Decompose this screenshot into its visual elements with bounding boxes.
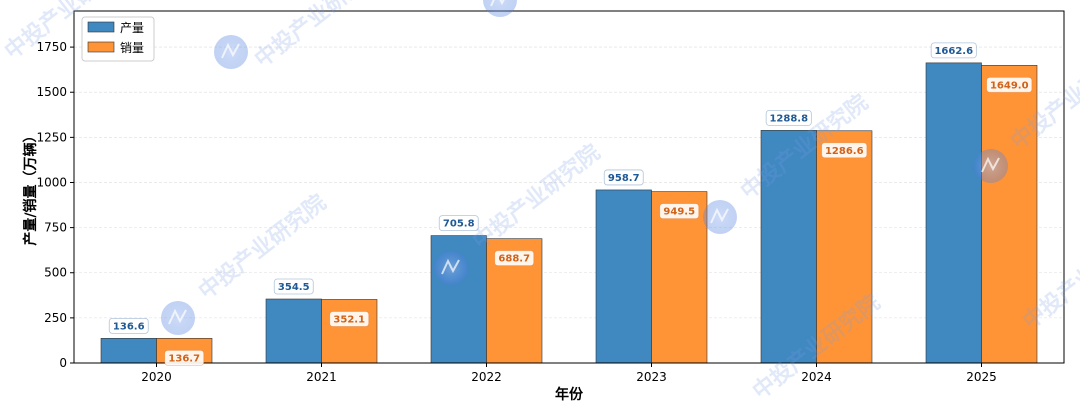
data-label: 136.6 (113, 321, 145, 332)
watermark-text: 中投产业研究院 (468, 139, 605, 254)
bar (265, 298, 322, 364)
data-label: 1286.6 (825, 146, 864, 157)
watermark-logo-mark (221, 42, 240, 59)
watermark-logo-mark (441, 258, 460, 275)
data-label-box (603, 169, 644, 186)
axes: 0 250 500 750 1000 1250 1500 1750 2020 2021 2022 20… (36, 40, 996, 384)
y-tick-label: 0 (59, 356, 67, 370)
data-label-box (108, 317, 149, 334)
y-tick-label: 1750 (36, 40, 67, 54)
watermark-logo-mark (168, 308, 187, 325)
x-tick-label: 2020 (141, 370, 172, 384)
bar (925, 62, 982, 364)
value-labels: 136.6 136.7 354.5 352.1 705.8 688.7 958.7 949.5… (108, 42, 1033, 366)
data-label: 1288.8 (769, 113, 808, 124)
legend-label-sales: 销量 (120, 41, 144, 55)
y-tick-label: 1000 (36, 175, 67, 189)
legend: 产量 销量 (81, 16, 155, 62)
data-label: 1662.6 (934, 46, 973, 57)
data-label-box (273, 278, 314, 295)
bar (321, 299, 378, 364)
x-tick-label: 2023 (636, 370, 667, 384)
watermark-logo (483, 0, 517, 17)
data-label-box (659, 203, 700, 220)
data-label-box (765, 109, 812, 126)
watermark-logo-mark (710, 207, 729, 224)
data-label-box (494, 250, 535, 267)
x-axis-title: 年份 (555, 386, 584, 403)
plot-frame (73, 10, 1065, 364)
data-label: 958.7 (608, 173, 640, 184)
y-tick-label: 500 (44, 266, 67, 280)
y-tick-label: 750 (44, 221, 67, 235)
x-tick-label: 2024 (801, 370, 832, 384)
data-label: 688.7 (498, 254, 530, 265)
y-tick-label: 1500 (36, 85, 67, 99)
x-tick-label: 2022 (471, 370, 502, 384)
data-label-box (329, 311, 370, 327)
watermark-logo-mark (981, 156, 1000, 173)
legend-swatch-sales (87, 41, 115, 53)
data-label-box (821, 142, 868, 159)
bar (100, 338, 157, 364)
data-label: 354.5 (278, 282, 310, 293)
bar (760, 130, 817, 364)
bar (816, 130, 873, 364)
data-label-box (438, 215, 479, 231)
data-label: 136.7 (168, 353, 200, 364)
bar (651, 191, 708, 364)
x-tick-label: 2025 (966, 370, 997, 384)
y-axis-title: 产量/销量（万辆） (22, 128, 39, 245)
data-label: 1649.0 (990, 80, 1029, 91)
data-label-box (930, 42, 977, 59)
bar (981, 65, 1038, 364)
data-label-box (986, 76, 1033, 93)
x-tick-label: 2021 (306, 370, 337, 384)
legend-label-production: 产量 (120, 21, 144, 35)
data-label: 352.1 (333, 314, 365, 325)
legend-swatch-production (87, 21, 115, 33)
data-label: 705.8 (443, 219, 475, 230)
bar (595, 189, 652, 364)
y-tick-label: 1250 (36, 130, 67, 144)
data-label: 949.5 (663, 207, 695, 218)
data-label-box (164, 349, 205, 366)
y-tick-label: 250 (44, 311, 67, 325)
